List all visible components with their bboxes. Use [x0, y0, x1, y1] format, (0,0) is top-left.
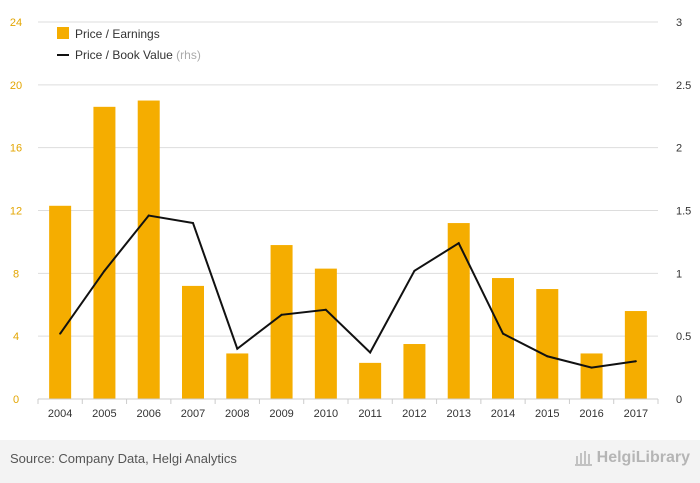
y-left-tick-label: 16 [10, 143, 22, 155]
x-tick-label: 2012 [402, 408, 426, 420]
point-price-book-value [280, 313, 283, 316]
x-tick-label: 2006 [136, 408, 160, 420]
point-price-book-value [413, 269, 416, 272]
x-tick-label: 2007 [181, 408, 205, 420]
bar-price-earnings [93, 106, 116, 399]
bar-price-earnings [492, 278, 514, 399]
bar-price-earnings [624, 311, 647, 399]
point-price-book-value [59, 332, 62, 335]
y-right-tick-label: 3 [676, 17, 682, 29]
x-tick-label: 2011 [358, 408, 382, 420]
point-price-book-value [546, 355, 549, 358]
x-tick-label: 2013 [446, 408, 470, 420]
point-price-book-value [369, 351, 372, 354]
point-price-book-value [324, 308, 327, 311]
x-tick-label: 2016 [579, 408, 603, 420]
point-price-book-value [192, 222, 194, 225]
legend-label-price-earnings: Price / Earnings [75, 27, 160, 41]
y-right-tick-label: 1.5 [676, 206, 691, 218]
point-price-book-value [147, 214, 150, 217]
line-series [59, 214, 637, 369]
legend-swatch-price-earnings [57, 27, 69, 39]
brand-logo[interactable]: HelgiLibrary [574, 449, 690, 467]
bar-price-earnings [536, 289, 559, 399]
bar-price-earnings [447, 223, 470, 399]
legend-label-price-book-name: Price / Book Value [75, 48, 173, 62]
y-left-tick-label: 0 [13, 394, 19, 406]
grid-lines [38, 21, 658, 337]
x-tick-label: 2004 [48, 408, 72, 420]
bar-series [49, 100, 647, 400]
y-left-tick-label: 4 [13, 331, 19, 343]
y-right-tick-label: 0.5 [676, 331, 691, 343]
y-right-tick-label: 2 [676, 143, 682, 155]
y-right-tick-label: 0 [676, 394, 682, 406]
y-left-tick-label: 20 [10, 80, 22, 92]
bar-price-earnings [580, 353, 603, 399]
point-price-book-value [103, 269, 106, 272]
source-text: Source: Company Data, Helgi Analytics [10, 451, 237, 466]
y-left-tick-label: 24 [10, 17, 22, 29]
bar-price-earnings [182, 285, 204, 399]
legend-label-rhs: (rhs) [176, 48, 201, 62]
brand-name: HelgiLibrary [596, 449, 690, 466]
x-tick-label: 2015 [535, 408, 559, 420]
x-tick-label: 2005 [92, 408, 116, 420]
y-right-tick-label: 1 [676, 268, 682, 280]
point-price-book-value [634, 360, 637, 363]
chart-svg: 0 4 8 12 16 20 24 0 0.5 1 1.5 2 2.5 3 2004 2005 2006 2007… [10, 17, 691, 420]
x-tick-label: 2009 [269, 408, 293, 420]
y-left-tick-label: 8 [13, 268, 19, 280]
point-price-book-value [502, 332, 504, 335]
building-icon [574, 451, 592, 466]
x-tick-label: 2010 [314, 408, 338, 420]
y-right-tick-label: 2.5 [676, 80, 691, 92]
point-price-book-value [590, 366, 593, 369]
point-price-book-value [457, 242, 460, 245]
y-left-tick-label: 12 [10, 206, 22, 218]
axes: 0 4 8 12 16 20 24 0 0.5 1 1.5 2 2.5 3 2004 2005 2006 2007… [10, 17, 691, 420]
legend: Price / Earnings Price / Book Value (rhs… [57, 27, 201, 62]
line-price-book-value [59, 214, 636, 369]
bar-price-earnings [226, 353, 249, 399]
bar-price-earnings [137, 100, 160, 400]
footer-bar [0, 440, 700, 483]
bar-price-earnings [49, 205, 72, 399]
x-tick-label: 2017 [624, 408, 648, 420]
legend-label-price-book: Price / Book Value (rhs) [75, 48, 201, 62]
bar-price-earnings [359, 362, 382, 399]
x-tick-label: 2014 [491, 408, 515, 420]
bar-price-earnings [403, 344, 426, 399]
point-price-book-value [236, 347, 239, 350]
bar-price-earnings [270, 245, 293, 399]
bar-price-earnings [314, 268, 337, 399]
x-tick-label: 2008 [225, 408, 249, 420]
